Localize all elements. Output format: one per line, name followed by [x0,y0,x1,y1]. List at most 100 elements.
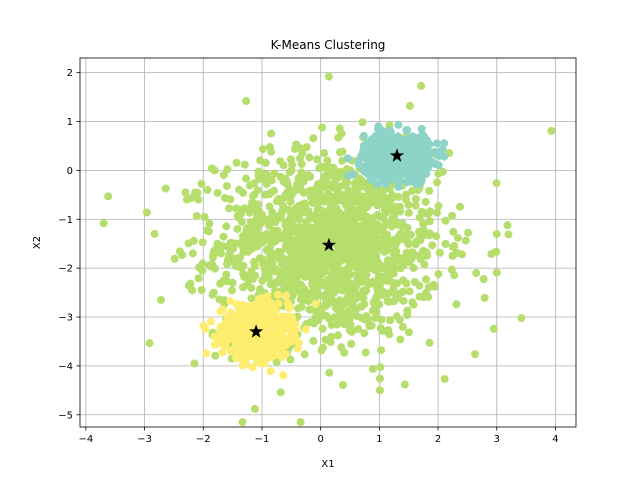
data-point [253,186,262,195]
data-point [343,154,352,163]
data-point [232,313,241,322]
data-point [358,162,367,171]
data-point [315,234,324,243]
data-point [357,313,366,322]
data-point [333,331,342,340]
x-tick-label: 3 [494,434,500,445]
data-point [425,140,434,149]
data-point [237,208,246,217]
centroid-star [389,148,405,162]
data-point [266,367,275,376]
data-point [361,348,370,357]
data-point [350,224,359,233]
data-point [404,240,413,249]
data-point [240,345,249,354]
data-point [373,201,382,210]
data-point [327,332,336,341]
x-tick-label: 1 [376,434,382,445]
data-point [325,166,334,175]
data-point [239,324,248,333]
data-point [212,247,221,256]
data-point [411,179,420,188]
data-point [305,186,314,195]
data-point [333,174,342,183]
data-point [405,101,414,110]
data-point [480,293,489,302]
data-point [362,244,371,253]
data-point [373,146,382,155]
data-point [357,201,366,210]
data-point [356,231,365,240]
data-point [380,247,389,256]
data-point [297,159,306,168]
data-point [471,350,480,359]
data-point [348,170,357,179]
data-point [492,179,501,188]
data-point [448,211,457,220]
data-point [432,232,441,241]
data-point [449,227,458,236]
data-point [353,213,362,222]
data-point [286,303,295,312]
data-point [294,202,303,211]
data-point [393,294,402,303]
data-point [371,301,380,310]
data-point [415,213,424,222]
data-point [396,335,405,344]
data-point [371,314,380,323]
data-point [422,275,431,284]
data-point [343,164,352,173]
data-point [210,340,219,349]
data-point [411,201,420,210]
data-point [402,190,411,199]
data-point [258,145,267,154]
data-point [408,298,417,307]
data-point [294,185,303,194]
data-point [441,239,450,248]
data-point [285,168,294,177]
data-point [198,238,207,247]
data-point [142,208,151,217]
y-tick-label: −3 [58,313,73,324]
data-point [391,264,400,273]
data-point [254,167,263,176]
data-point [358,268,367,277]
data-point [266,280,275,289]
y-tick-label: −2 [58,264,73,275]
data-point [372,158,381,167]
data-point [332,303,341,312]
data-point [489,324,498,333]
data-point [264,271,273,280]
data-point [215,295,224,304]
data-point [279,177,288,186]
x-tick-label: −2 [196,434,211,445]
data-point [452,300,461,309]
data-point [157,295,166,304]
data-point [376,272,385,281]
plot-frame [79,57,577,428]
data-point [344,311,353,320]
data-point [381,202,390,211]
data-point [256,156,265,165]
data-point [150,229,159,238]
data-point [492,268,501,277]
data-point [284,205,293,214]
data-point [374,130,383,139]
data-point [323,156,332,165]
data-point [232,300,241,309]
data-point [326,280,335,289]
data-point [315,164,324,173]
data-point [276,388,285,397]
data-point [266,322,275,331]
data-point [205,219,214,228]
data-point [321,195,330,204]
data-point [334,208,343,217]
data-point [434,169,443,178]
data-point [379,232,388,241]
data-point [350,232,359,241]
data-point [334,133,343,142]
data-point [379,214,388,223]
data-point [278,332,287,341]
data-point [211,264,220,273]
data-point [425,217,434,226]
